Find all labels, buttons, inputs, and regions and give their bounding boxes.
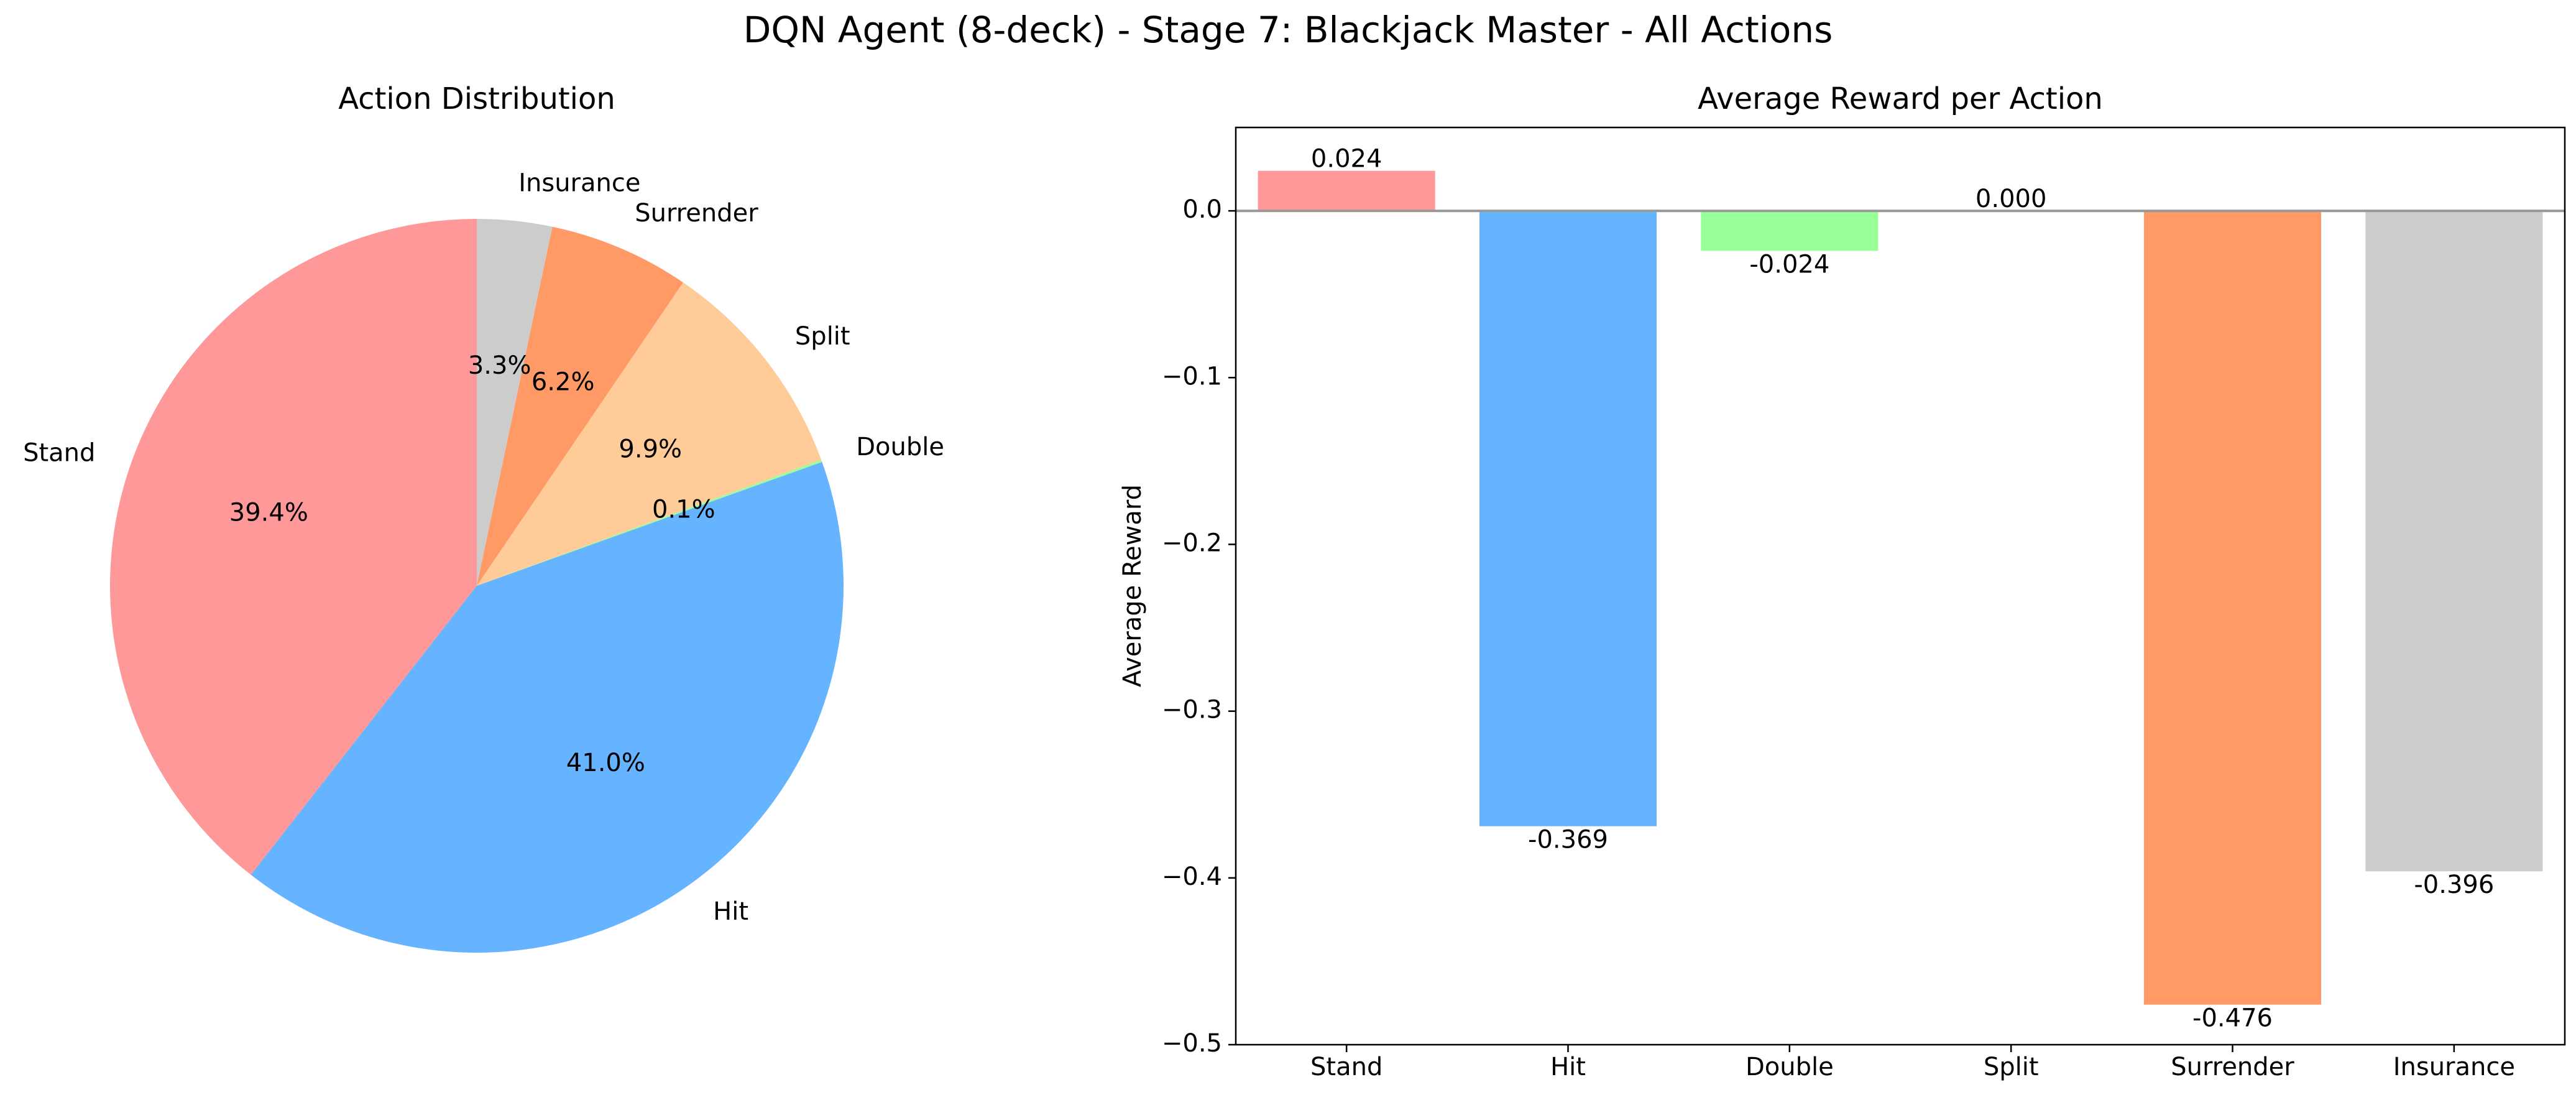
y-axis-label: Average Reward (1118, 484, 1147, 687)
x-tick-label-stand: Stand (1310, 1053, 1382, 1081)
bar-value-label-insurance: -0.396 (2414, 871, 2494, 899)
pie-label-hit: Hit (713, 897, 748, 926)
y-tick-label: −0.3 (1162, 696, 1222, 724)
bar-value-label-split: 0.000 (1976, 185, 2047, 213)
bar-stand (1258, 170, 1435, 211)
pie-label-double: Double (856, 433, 944, 461)
x-tick-label-insurance: Insurance (2393, 1053, 2515, 1081)
bar-hit (1479, 211, 1657, 826)
y-tick-label: −0.5 (1162, 1029, 1222, 1058)
pie-slice-hit (251, 461, 844, 953)
pie-pct-double: 0.1% (652, 495, 715, 524)
pie-slice-split (477, 282, 822, 586)
bar-insurance (2365, 211, 2543, 872)
bar-marks: 0.024 -0.369 -0.024 0.000 -0.476 -0.396 (1236, 145, 2565, 1032)
bar-surrender (2143, 211, 2322, 1005)
x-tick-label-split: Split (1984, 1053, 2039, 1081)
bar-value-label-double: -0.024 (1749, 250, 1829, 279)
pie-labels: Stand 39.4% Hit 41.0% Double 0.1% Split 9.9% Sur… (23, 169, 944, 926)
pie-chart: Action Distribution Stand 39.4% Hit 41.0% Do… (23, 81, 944, 953)
y-tick-label: 0.0 (1182, 195, 1222, 224)
bar-value-label-hit: -0.369 (1528, 825, 1608, 854)
bar-value-label-stand: 0.024 (1311, 145, 1382, 173)
figure-title: DQN Agent (8-deck) - Stage 7: Blackjack … (743, 9, 1833, 51)
y-tick-label: −0.2 (1162, 529, 1222, 557)
pie-label-split: Split (795, 322, 850, 351)
pie-pct-split: 9.9% (619, 435, 682, 463)
pie-chart-title: Action Distribution (338, 81, 615, 116)
pie-slices (109, 219, 844, 953)
pie-pct-surrender: 6.2% (531, 368, 595, 396)
x-tick-label-surrender: Surrender (2171, 1053, 2294, 1081)
pie-pct-hit: 41.0% (566, 749, 645, 777)
x-tick-label-hit: Hit (1550, 1053, 1586, 1081)
y-tick-label: −0.4 (1162, 862, 1222, 891)
plot-frame (1235, 126, 2566, 1046)
bar-axes: Stand Hit Double Split Surrender Insurance 0.0… (1162, 126, 2566, 1081)
bar-double (1701, 211, 1879, 251)
pie-slice-double (477, 460, 822, 586)
pie-pct-insurance: 3.3% (468, 351, 531, 380)
bar-value-label-surrender: -0.476 (2192, 1004, 2273, 1032)
pie-slice-stand (109, 219, 477, 875)
bar-chart-title: Average Reward per Action (1698, 81, 2103, 116)
y-tick-label: −0.1 (1162, 362, 1222, 391)
pie-label-stand: Stand (23, 439, 95, 468)
bar-chart: Average Reward per Action Average Reward… (1118, 81, 2566, 1081)
pie-label-surrender: Surrender (635, 199, 758, 228)
pie-pct-stand: 39.4% (229, 499, 308, 527)
pie-slice-surrender (477, 226, 683, 586)
pie-slice-insurance (477, 219, 553, 586)
pie-label-insurance: Insurance (518, 169, 640, 197)
x-tick-label-double: Double (1746, 1053, 1834, 1081)
